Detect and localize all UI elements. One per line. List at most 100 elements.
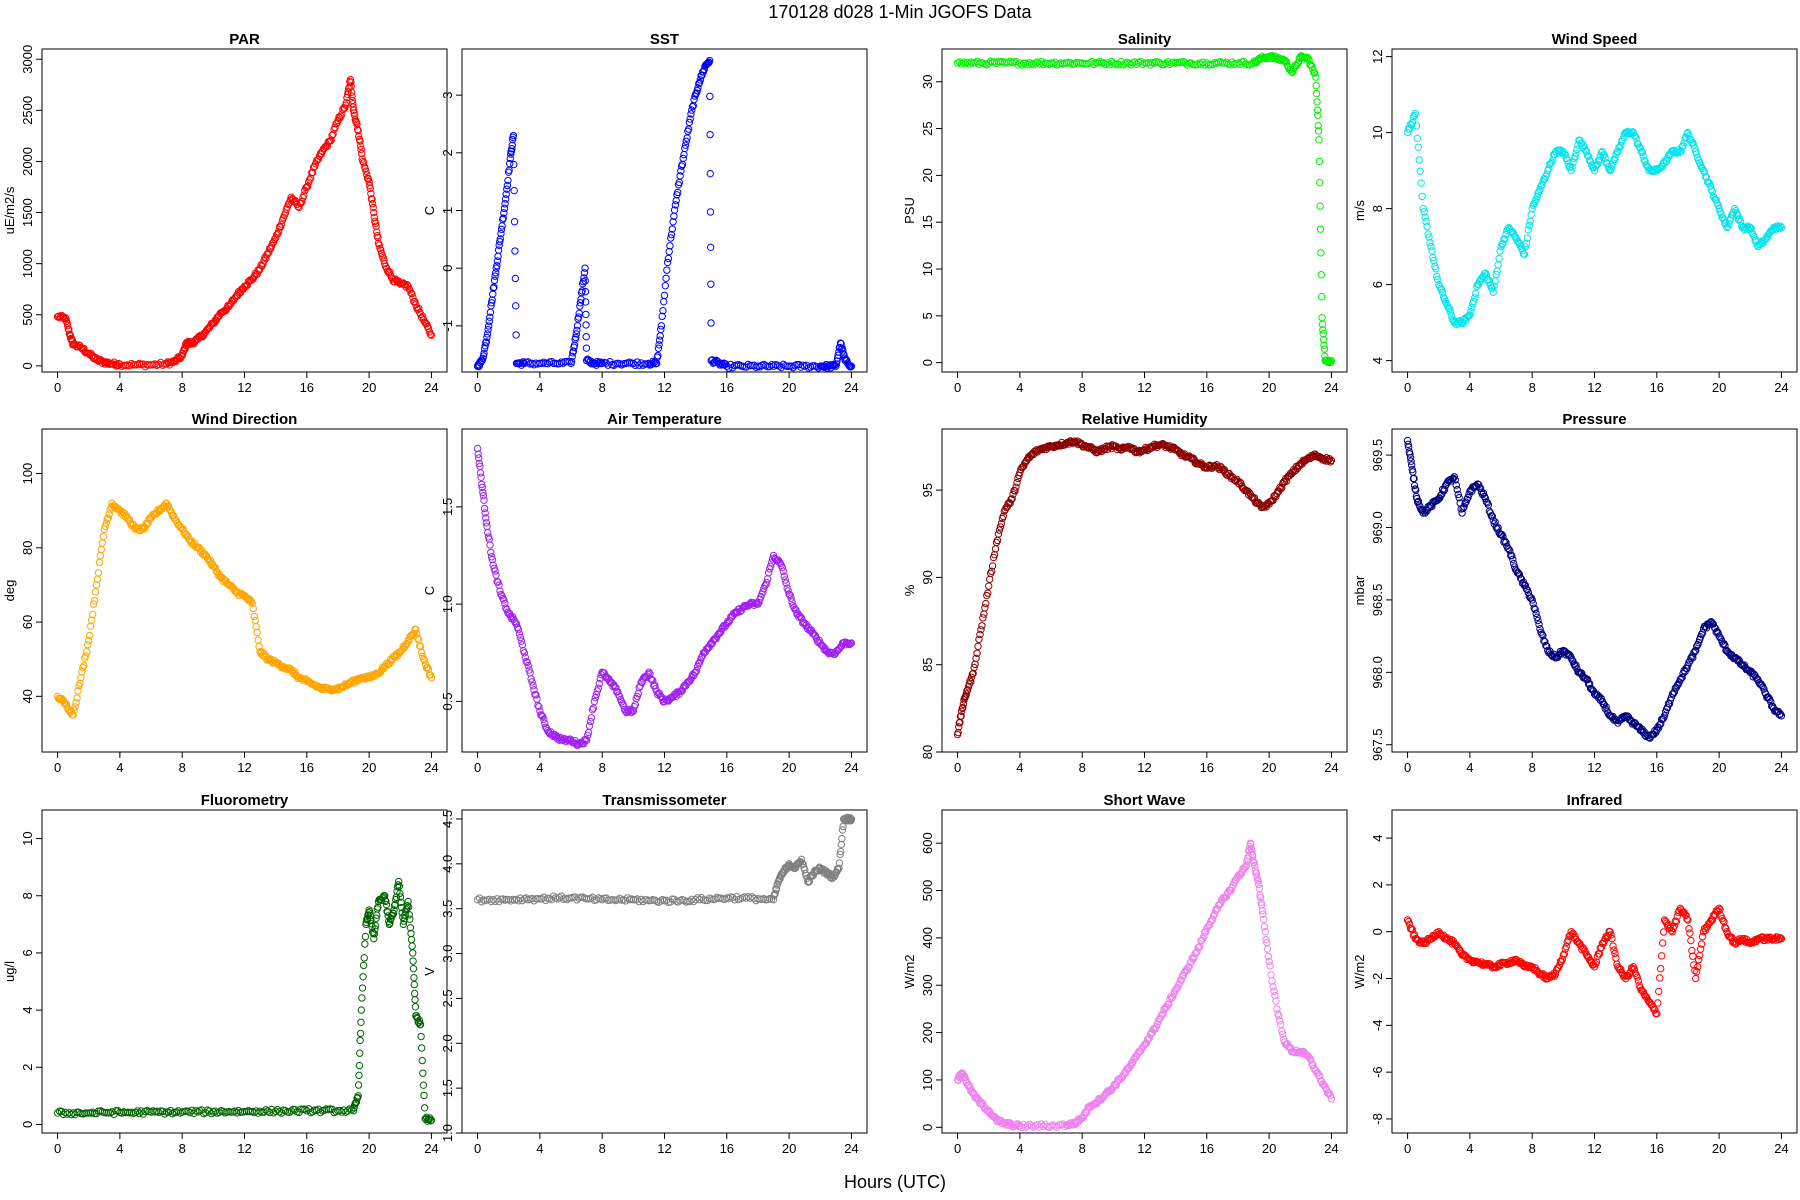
data-point-interp: [1633, 973, 1642, 981]
figure-x-axis-label: Hours (UTC): [844, 1172, 946, 1192]
data-point-interp: [486, 313, 494, 321]
data-point-interp: [763, 579, 771, 587]
data-point-interp: [1312, 89, 1321, 98]
data-point: [1637, 147, 1645, 156]
data-point: [506, 154, 514, 163]
data-point-interp: [414, 634, 422, 643]
data-point-interp: [174, 1107, 182, 1115]
data-point-interp: [846, 639, 855, 648]
data-point-interp: [1694, 956, 1703, 964]
data-point-interp: [500, 204, 509, 213]
data-point-interp: [1323, 457, 1332, 465]
data-point-interp: [772, 885, 781, 893]
x-tick-label: 24: [424, 760, 438, 775]
data-point-interp: [371, 219, 380, 228]
data-point-interp: [1049, 1121, 1057, 1129]
data-point: [487, 299, 496, 307]
data-point-interp: [524, 661, 532, 670]
data-point-interp: [1681, 910, 1689, 919]
data-point-interp: [563, 357, 571, 366]
data-point-interp: [1634, 977, 1643, 985]
data-point: [1450, 473, 1459, 481]
data-point-interp: [610, 681, 618, 689]
data-point-interp: [1260, 923, 1269, 931]
data-point-interp: [1434, 275, 1442, 284]
data-point-interp: [706, 208, 715, 216]
y-tick-label: 90: [920, 570, 935, 584]
data-point-interp: [1509, 555, 1517, 563]
data-point-interp: [997, 519, 1006, 528]
data-point-interp: [95, 558, 104, 567]
data-point-interp: [1501, 537, 1509, 545]
data-point: [1312, 73, 1320, 81]
y-tick-label: 10: [20, 831, 35, 845]
data-point-interp: [604, 361, 612, 369]
panel-title: Transmissometer: [602, 792, 726, 809]
data-point-interp: [1444, 936, 1453, 944]
data-point-interp: [1096, 57, 1104, 66]
data-point-interp: [1307, 1056, 1315, 1064]
data-point-interp: [404, 903, 413, 911]
data-point: [1315, 136, 1323, 144]
data-point-interp: [1714, 629, 1722, 637]
x-tick-label: 4: [1466, 380, 1473, 395]
x-tick-label: 20: [1712, 1141, 1726, 1156]
data-point: [785, 590, 793, 599]
data-point-interp: [595, 679, 603, 688]
data-point-interp: [959, 703, 967, 712]
data-point: [1156, 59, 1164, 67]
data-point-interp: [480, 504, 489, 513]
data-point-interp: [407, 289, 415, 297]
panel-title: Salinity: [1118, 31, 1172, 48]
data-point-interp: [211, 1107, 219, 1115]
y-tick-label: 1.0: [440, 595, 455, 613]
data-point-interp: [494, 578, 502, 586]
data-point-interp: [1472, 289, 1480, 298]
data-point: [1777, 223, 1786, 232]
data-point-interp: [834, 351, 842, 359]
data-point-interp: [1527, 211, 1535, 219]
data-point-interp: [1269, 54, 1277, 63]
data-point-interp: [615, 691, 623, 699]
data-point-interp: [975, 635, 983, 644]
data-point-interp: [253, 628, 261, 637]
x-tick-label: 8: [599, 1141, 606, 1156]
data-point-interp: [1685, 131, 1693, 140]
series-points: [53, 75, 436, 371]
data-point-interp: [1103, 59, 1112, 67]
data-point-interp: [479, 491, 488, 500]
data-point-interp: [631, 700, 639, 709]
data-point-interp: [1534, 616, 1542, 625]
data-point: [473, 444, 482, 453]
data-point-interp: [517, 637, 526, 645]
data-point-interp: [410, 630, 418, 638]
y-tick-label: 600: [920, 832, 935, 854]
data-point-interp: [160, 1110, 169, 1118]
data-point-interp: [79, 663, 87, 672]
y-axis-label: V: [422, 967, 437, 976]
data-point-interp: [1580, 141, 1588, 150]
data-point: [359, 157, 367, 166]
data-point-interp: [976, 630, 984, 639]
data-point-interp: [1655, 724, 1663, 732]
data-point-interp: [480, 496, 488, 504]
data-point-interp: [316, 1108, 325, 1117]
data-point-interp: [1324, 456, 1333, 464]
data-point-interp: [64, 321, 72, 330]
x-tick-label: 4: [116, 380, 123, 395]
data-point-interp: [669, 218, 677, 226]
data-point: [695, 79, 703, 88]
data-point-interp: [496, 237, 504, 246]
data-point: [1676, 147, 1684, 156]
data-point-interp: [836, 850, 844, 859]
data-point-interp: [1262, 935, 1270, 944]
data-point-interp: [1414, 497, 1423, 506]
data-point: [409, 949, 417, 957]
data-point-interp: [363, 174, 372, 182]
data-point-interp: [1474, 280, 1483, 289]
data-point-interp: [336, 114, 344, 122]
data-point-interp: [1426, 239, 1434, 247]
x-tick-label: 16: [720, 1141, 734, 1156]
